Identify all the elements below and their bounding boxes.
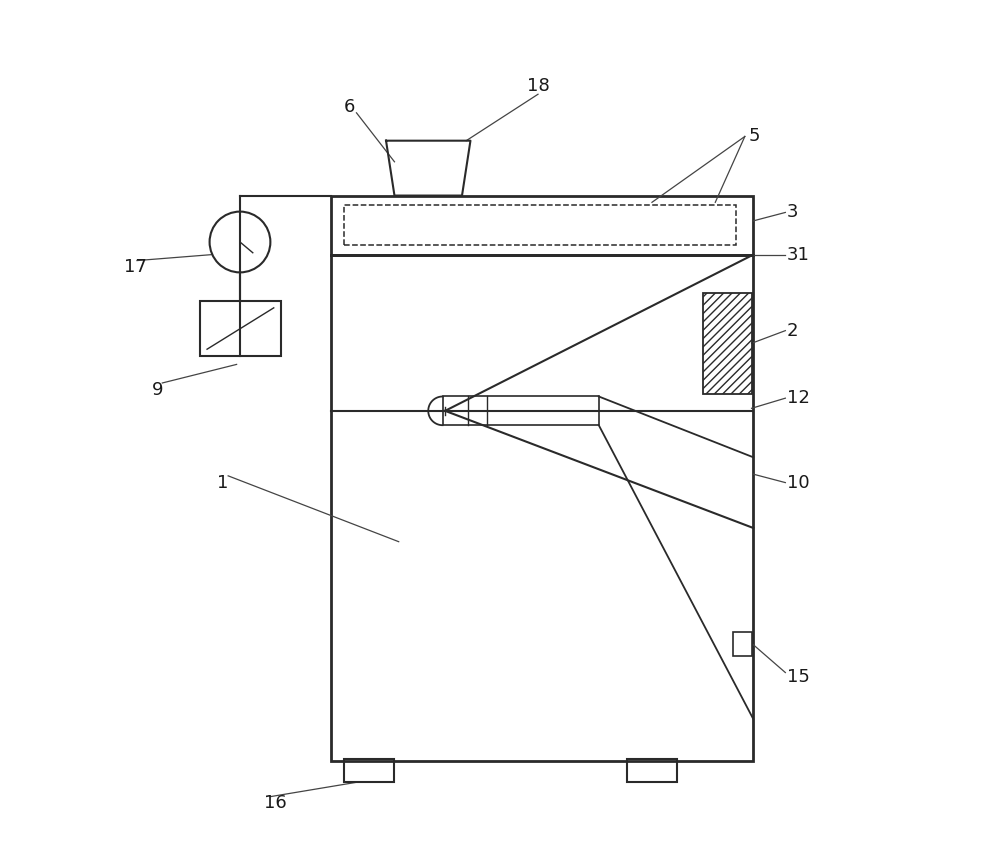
Text: 10: 10	[787, 473, 810, 491]
Text: 1: 1	[217, 473, 229, 491]
Text: 9: 9	[152, 381, 164, 399]
Text: 15: 15	[787, 667, 810, 686]
Text: 18: 18	[527, 77, 549, 95]
Bar	[703, 293, 752, 394]
Bar	[344, 759, 394, 783]
Text: 17: 17	[124, 258, 147, 276]
Bar	[443, 396, 599, 425]
Bar	[331, 196, 753, 255]
Text: 2: 2	[787, 322, 799, 340]
Bar	[331, 255, 753, 761]
Text: 5: 5	[749, 127, 761, 146]
Text: 3: 3	[787, 203, 799, 221]
Text: 6: 6	[344, 98, 355, 116]
Text: 12: 12	[787, 389, 810, 407]
Text: 31: 31	[787, 246, 810, 263]
Bar	[627, 759, 677, 783]
Text: 16: 16	[264, 794, 286, 812]
Bar	[200, 301, 281, 356]
Bar	[733, 632, 752, 656]
Bar	[344, 205, 736, 245]
